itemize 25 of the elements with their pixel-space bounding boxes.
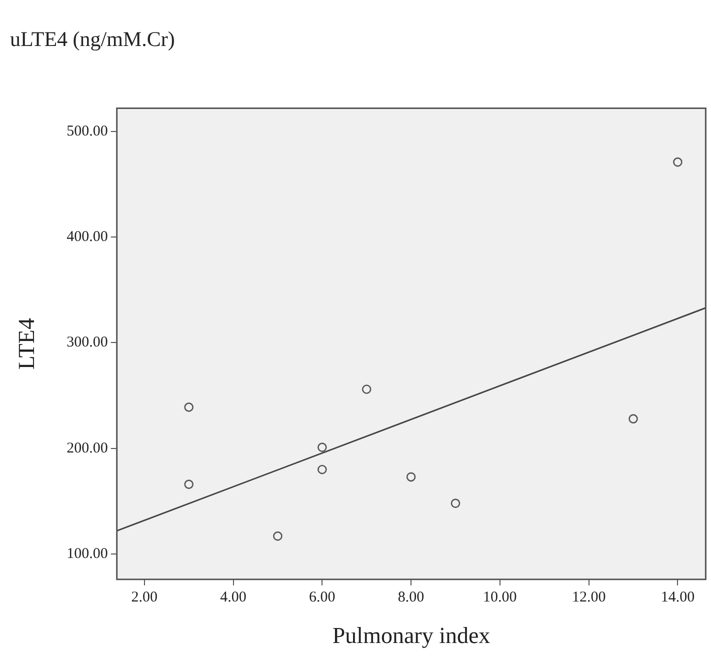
chart-title: uLTE4 (ng/mM.Cr) [10, 27, 175, 52]
y-tick-label: 100.00 [66, 546, 108, 562]
x-tick-label: 4.00 [220, 589, 246, 606]
point [184, 480, 194, 489]
x-tick-label: 12.00 [572, 589, 606, 606]
y-tick-label: 400.00 [66, 229, 108, 246]
point [628, 414, 638, 424]
y-tick-label: 300.00 [66, 334, 108, 351]
point [318, 442, 327, 452]
x-tick-label: 2.00 [131, 589, 158, 606]
point [362, 384, 372, 394]
point [406, 472, 416, 482]
y-tick-label: 500.00 [66, 123, 108, 140]
x-tick-label: 10.00 [483, 589, 517, 606]
point [673, 157, 682, 167]
point [450, 498, 460, 508]
y-tick-label: 200.00 [66, 440, 108, 456]
x-axis-title: Pulmonary index [332, 623, 491, 648]
x-tick-label: 14.00 [660, 589, 695, 606]
point [273, 531, 282, 541]
x-tick-label: 8.00 [398, 589, 424, 606]
point [184, 402, 194, 412]
point [318, 464, 327, 474]
y-axis-title: LTE4 [14, 318, 39, 370]
x-tick-label: 6.00 [309, 589, 336, 606]
